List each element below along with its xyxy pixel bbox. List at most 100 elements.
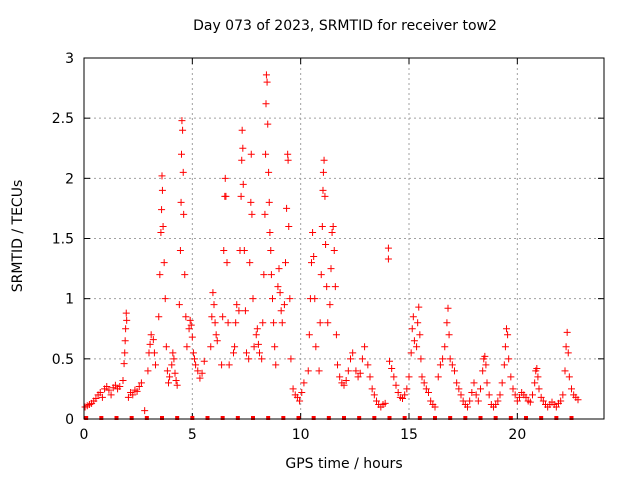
chart-title: Day 073 of 2023, SRMTID for receiver tow…: [193, 18, 497, 34]
data-point: [156, 271, 164, 279]
data-point: [168, 361, 176, 369]
data-point: [422, 385, 430, 393]
data-point: [141, 407, 149, 415]
data-point: [562, 343, 570, 351]
baseline-marker: [144, 416, 149, 420]
data-point: [405, 373, 413, 381]
data-point: [466, 397, 474, 405]
data-point: [381, 399, 389, 407]
data-point: [318, 222, 326, 230]
data-point: [289, 385, 297, 393]
data-point: [120, 360, 128, 368]
data-point: [477, 385, 484, 393]
data-point: [407, 349, 415, 357]
data-point: [239, 180, 247, 188]
data-point: [501, 343, 509, 351]
baseline-marker: [539, 416, 544, 420]
grid: [84, 58, 604, 419]
data-point: [111, 381, 119, 389]
data-point: [483, 379, 491, 387]
data-point: [443, 319, 451, 327]
data-point: [327, 265, 335, 273]
data-point: [265, 198, 273, 206]
data-point: [328, 228, 336, 236]
data-point: [220, 247, 228, 255]
data-point: [173, 381, 181, 389]
data-point: [196, 374, 204, 382]
data-point: [278, 319, 286, 327]
data-point: [270, 319, 278, 327]
data-point: [415, 303, 423, 311]
data-point: [287, 355, 295, 363]
baseline-marker: [251, 416, 255, 420]
y-tick-label: 0.5: [52, 352, 74, 368]
data-point: [321, 192, 329, 200]
data-point: [535, 385, 543, 393]
data-point: [179, 126, 187, 134]
baseline-marker: [387, 416, 392, 420]
data-point: [261, 210, 269, 218]
data-point: [170, 355, 178, 363]
baseline-marker: [190, 416, 195, 420]
plot-frame: [83, 57, 605, 420]
data-point: [238, 156, 246, 164]
data-point: [304, 367, 312, 375]
data-point: [451, 367, 458, 375]
data-point: [361, 343, 369, 351]
data-point: [390, 373, 398, 381]
data-point: [149, 336, 157, 344]
data-point: [182, 313, 190, 321]
data-point: [284, 150, 292, 158]
data-point: [479, 367, 487, 375]
data-point: [414, 319, 422, 327]
data-point: [248, 210, 256, 218]
data-point: [159, 222, 167, 230]
baseline-marker: [433, 416, 437, 420]
data-point: [245, 355, 253, 363]
data-point: [210, 301, 218, 309]
data-point: [219, 313, 227, 321]
data-point: [254, 340, 262, 348]
data-point: [349, 349, 357, 357]
data-point: [225, 361, 233, 369]
data-point: [107, 391, 115, 399]
baseline-marker: [84, 416, 89, 420]
data-point: [470, 379, 478, 387]
data-point: [189, 349, 197, 357]
data-point: [180, 210, 188, 218]
data-point: [224, 319, 232, 327]
data-point: [403, 385, 411, 393]
baseline-marker: [129, 416, 134, 420]
baseline-marker: [478, 416, 483, 420]
data-point: [564, 349, 572, 357]
data-point: [200, 357, 208, 365]
data-point: [352, 367, 360, 375]
data-point: [223, 259, 231, 267]
baseline-marker: [463, 416, 468, 420]
data-point: [392, 381, 400, 389]
data-point: [322, 241, 330, 249]
baseline-marker: [205, 416, 210, 420]
data-point: [166, 373, 174, 381]
data-point: [158, 206, 166, 214]
y-tick-label: 2: [65, 171, 74, 187]
data-point: [315, 367, 323, 375]
x-tick-label: 15: [400, 427, 418, 443]
data-point: [233, 301, 241, 309]
data-point: [496, 391, 504, 399]
baseline-marker: [235, 416, 240, 420]
data-point: [269, 295, 276, 303]
data-point: [147, 331, 155, 339]
data-point: [121, 337, 129, 345]
data-point: [384, 244, 392, 252]
data-point: [453, 379, 461, 387]
data-point: [436, 361, 444, 369]
data-point: [342, 376, 350, 384]
data-point: [296, 397, 304, 405]
data-point: [275, 265, 283, 273]
data-point: [529, 391, 536, 399]
data-point: [410, 337, 418, 345]
data-point: [416, 331, 424, 339]
data-point: [252, 331, 260, 339]
baseline-marker: [281, 416, 286, 420]
